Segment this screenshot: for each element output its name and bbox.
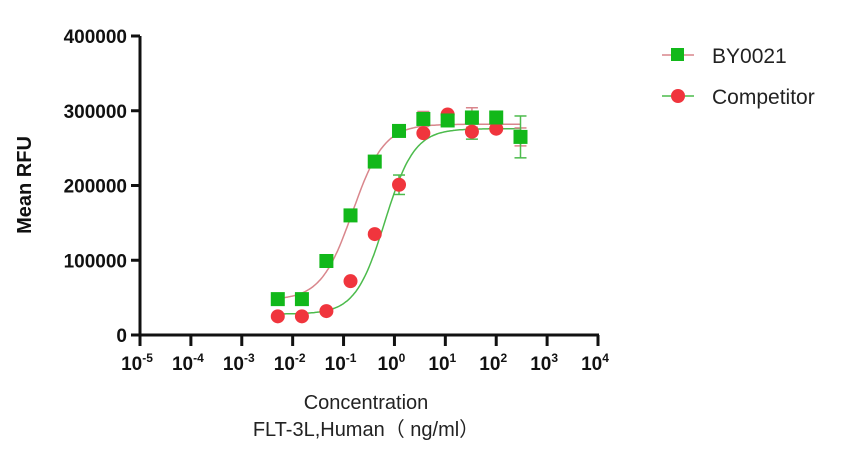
fit-curve-by0021: [277, 123, 521, 300]
square-marker-icon: [671, 48, 684, 61]
data-point-competitor: [416, 126, 431, 141]
x-tick-label: 10-2: [274, 351, 306, 375]
x-tick-label: 10-1: [325, 351, 357, 375]
data-point-by0021: [367, 154, 382, 169]
y-tick-label: 300000: [64, 102, 127, 123]
data-point-by0021: [416, 111, 431, 126]
fit-curves: [277, 123, 521, 315]
data-point-by0021: [489, 110, 504, 125]
data-points: [270, 107, 528, 324]
data-point-by0021: [513, 129, 528, 144]
data-point-competitor: [270, 309, 285, 324]
legend: BY0021 Competitor: [662, 45, 815, 109]
y-tick-label: 100000: [64, 251, 127, 272]
data-point-by0021: [440, 113, 455, 128]
y-tick-label: 400000: [64, 27, 127, 48]
y-axis-title: Mean RFU: [14, 136, 36, 234]
data-point-by0021: [294, 292, 309, 307]
legend-label: Competitor: [712, 86, 815, 109]
data-point-competitor: [294, 309, 309, 324]
data-point-by0021: [392, 123, 407, 138]
x-tick-label: 102: [479, 351, 507, 375]
data-point-by0021: [464, 110, 479, 125]
x-tick-label: 104: [581, 351, 609, 375]
legend-item-by0021: BY0021: [662, 45, 787, 68]
data-point-competitor: [464, 124, 479, 139]
data-point-competitor: [319, 304, 334, 319]
y-tick-label: 200000: [64, 177, 127, 198]
x-tick-label: 101: [428, 351, 456, 375]
legend-item-competitor: Competitor: [662, 86, 815, 109]
data-point-competitor: [392, 177, 407, 192]
data-point-competitor: [343, 274, 358, 289]
x-axis-title: Concentration: [304, 392, 429, 414]
data-point-by0021: [319, 253, 334, 268]
x-tick-label: 100: [378, 351, 406, 375]
circle-marker-icon: [671, 89, 685, 103]
data-point-by0021: [343, 208, 358, 223]
x-tick-label: 10-5: [121, 351, 153, 375]
legend-label: BY0021: [712, 45, 787, 68]
x-axis-subtitle: FLT-3L,Human（ ng/ml）: [253, 418, 479, 441]
data-point-competitor: [489, 121, 504, 136]
y-tick-label: 0: [116, 326, 127, 347]
data-point-competitor: [367, 227, 382, 242]
x-tick-label: 103: [530, 351, 558, 375]
data-point-by0021: [270, 292, 285, 307]
axes: 0 100000 200000 300000 400000 10-5 10-4 10-3 10-…: [64, 27, 610, 375]
x-tick-label: 10-3: [223, 351, 255, 375]
error-bars: [393, 107, 527, 196]
x-tick-label: 10-4: [172, 351, 204, 375]
